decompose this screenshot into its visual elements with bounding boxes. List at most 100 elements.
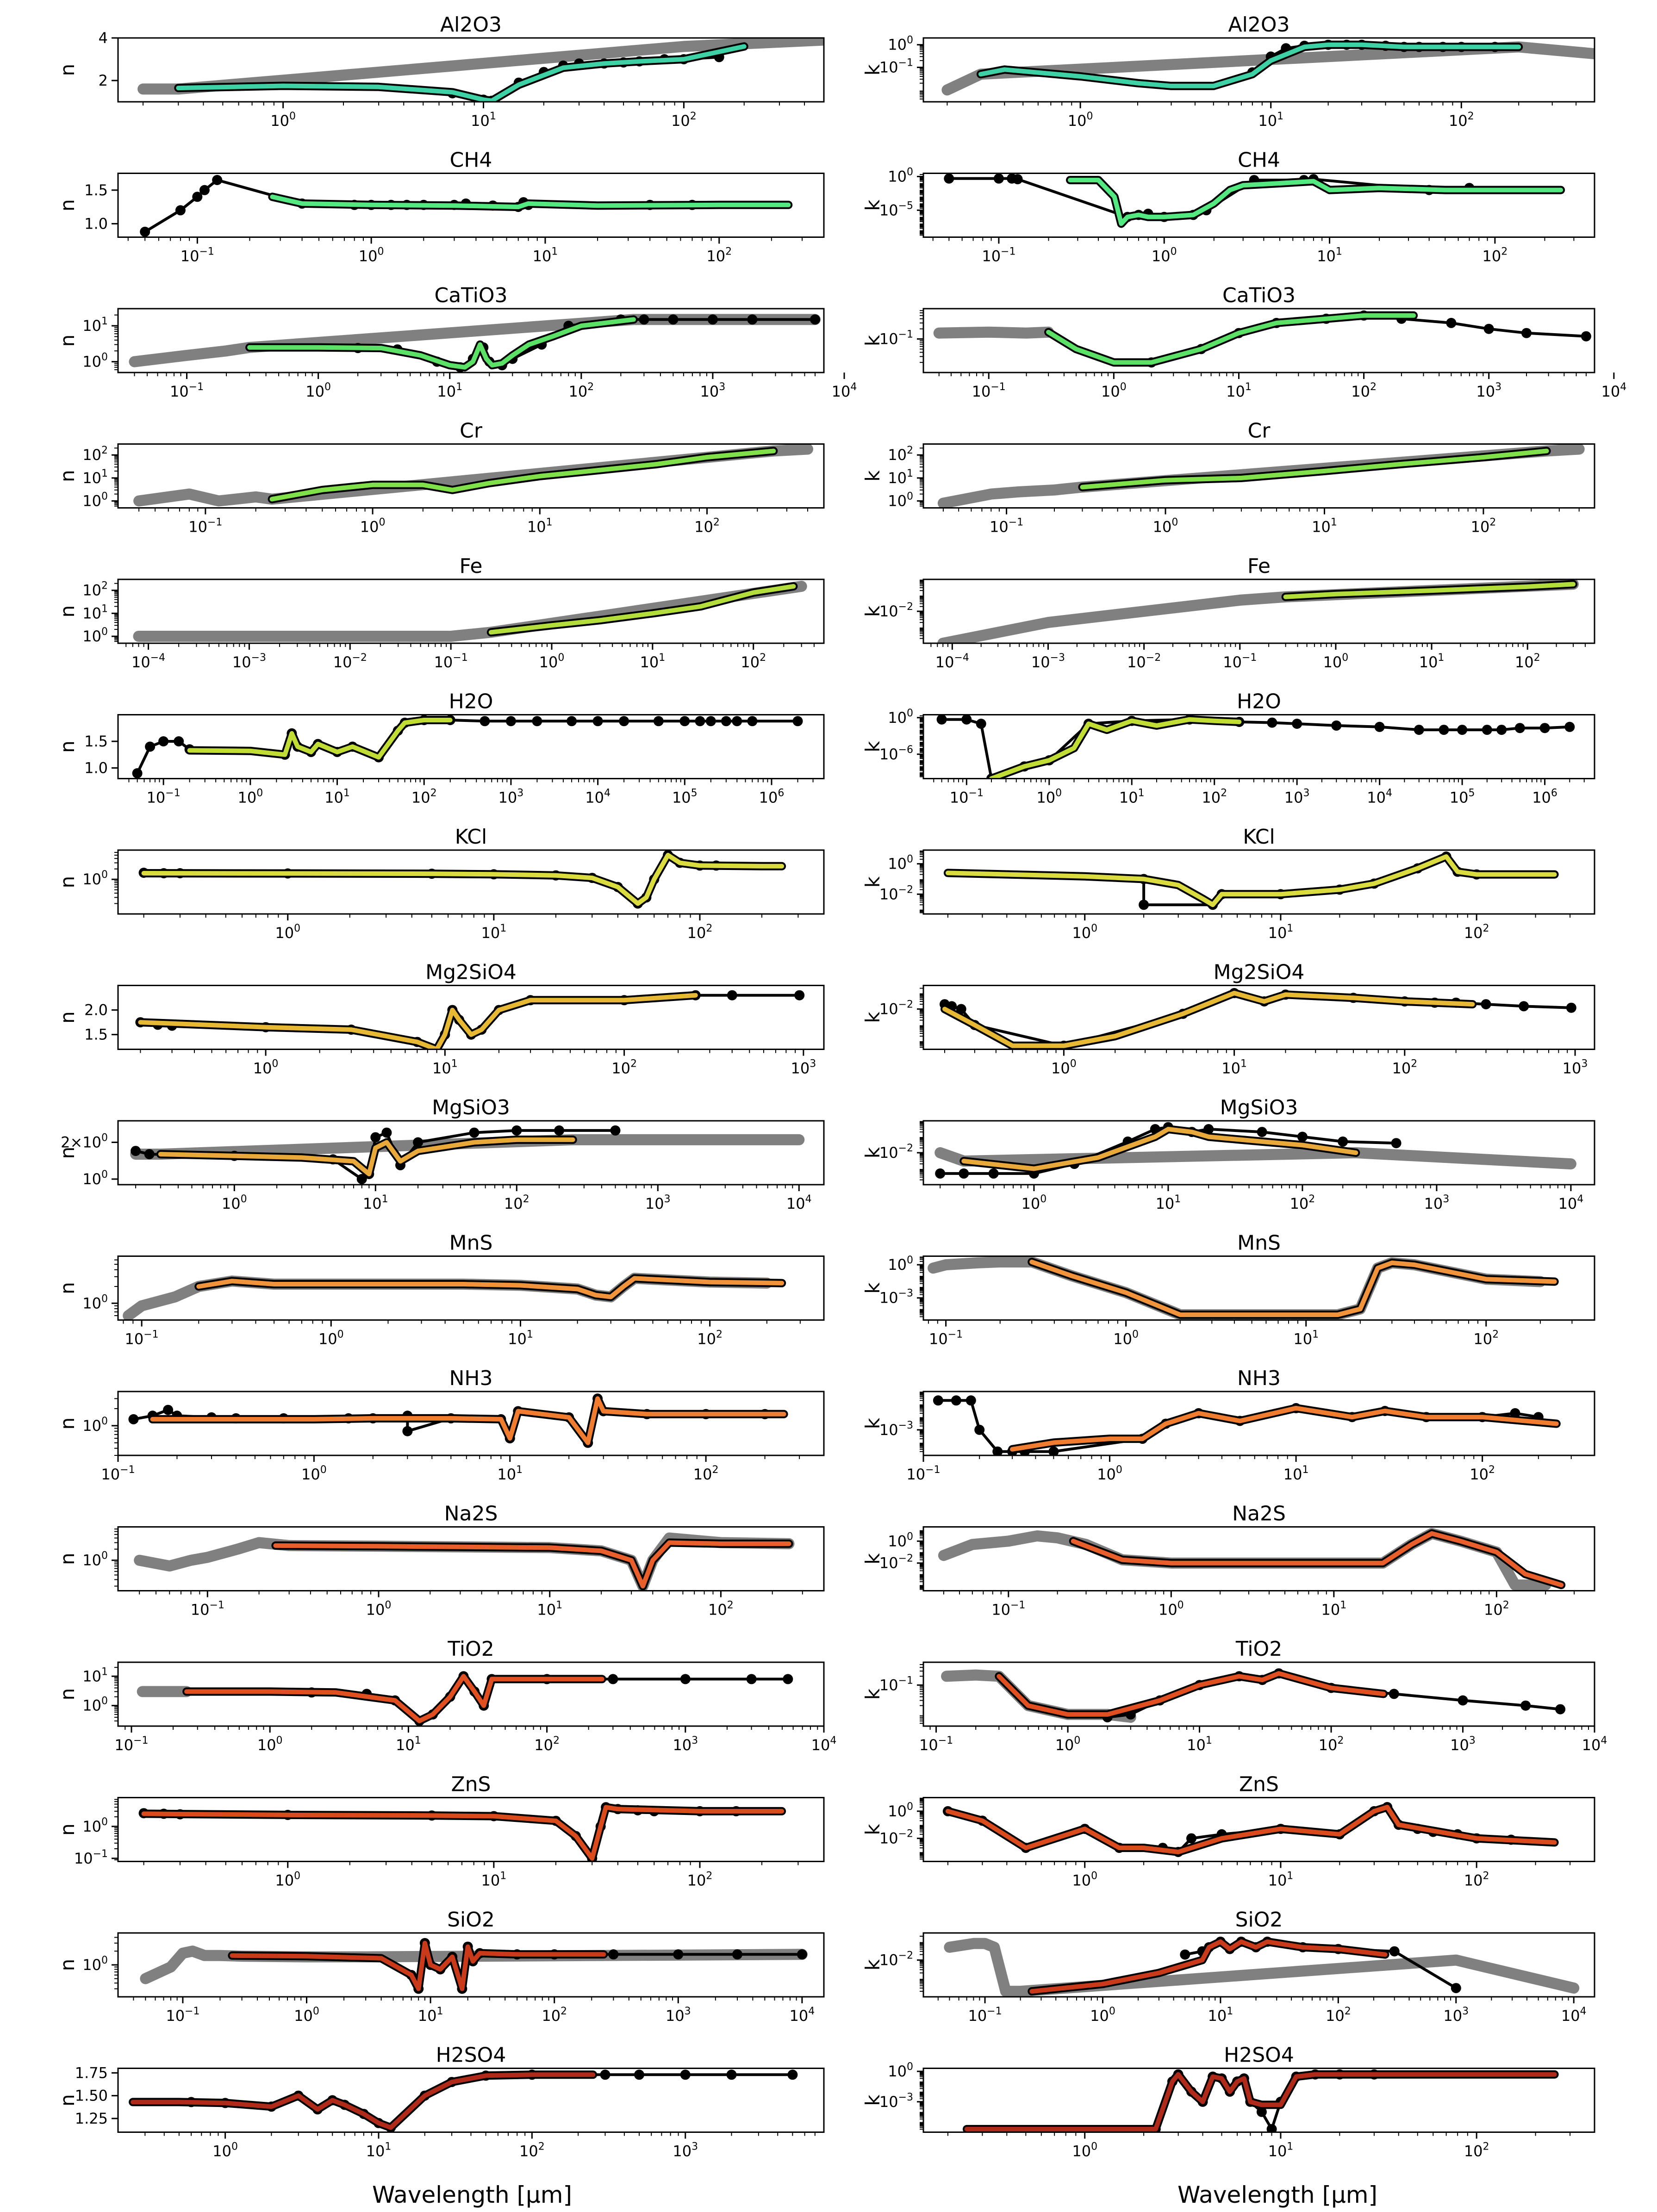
- reference-data-point: [1012, 174, 1023, 185]
- plot-area: [128, 1393, 788, 1448]
- subplot-na2s-k: Na2S k 10−1 100 101 102 10−2 100: [861, 1502, 1595, 1619]
- x-tick-label: 10−3: [232, 652, 266, 671]
- reference-data-point: [959, 1168, 969, 1179]
- x-tick-label: 103: [791, 1058, 816, 1077]
- y-tick-label: 1.5: [84, 181, 108, 199]
- y-axis-label: n: [56, 1823, 79, 1836]
- x-tick-label: 103: [700, 381, 726, 400]
- x-tick-label: 100: [1090, 2006, 1115, 2025]
- subplot-mns-k: MnS k 10−1 100 101 102 10−3 100: [861, 1231, 1595, 1348]
- plot-area: [938, 1528, 1566, 1591]
- reference-data-point: [1514, 723, 1525, 733]
- y-axis-label: k: [861, 1282, 884, 1294]
- x-tick-label: 102: [411, 788, 437, 807]
- x-tick-label: 10−1: [170, 381, 204, 400]
- y-axis-label: n: [56, 335, 79, 347]
- reference-data-point: [1267, 717, 1277, 728]
- reference-data-point: [747, 314, 758, 325]
- subplot-catio3-n: CaTiO3 n 10−1 100 101 102 103 104 100 101: [56, 284, 857, 400]
- plot-area: [137, 1671, 793, 1726]
- model-series-line: [138, 993, 698, 1050]
- reference-data-point: [726, 2069, 737, 2080]
- reference-data-point: [936, 715, 947, 725]
- model-series-outline: [1008, 1404, 1561, 1454]
- y-tick-label: 100: [82, 1696, 108, 1715]
- x-tick-label: 101: [366, 2141, 392, 2160]
- plot-area: [129, 2069, 798, 2132]
- x-tick-label: 10−1: [919, 1735, 953, 1754]
- subplot-title: Cr: [460, 419, 483, 443]
- subplot-title: Al2O3: [1228, 13, 1290, 37]
- y-tick-label: 100: [888, 1531, 913, 1550]
- x-tick-label: 10−2: [333, 652, 367, 671]
- x-tick-label: 10−1: [950, 788, 984, 807]
- reference-data-point: [128, 1414, 139, 1424]
- subplot-fe-k: Fe k 10−4 10−3 10−2 10−1 100 101 102 10−2: [861, 554, 1595, 671]
- x-tick-label: 10−1: [188, 517, 222, 536]
- x-tick-label: 103: [1563, 1058, 1588, 1077]
- model-series-line: [961, 1127, 1358, 1171]
- x-tick-label: 10−3: [1031, 652, 1065, 671]
- x-tick-label: 100: [360, 517, 386, 536]
- x-tick-label: 101: [418, 2006, 443, 2025]
- subplot-title: CH4: [1238, 149, 1280, 172]
- x-tick-label: 102: [1471, 517, 1496, 536]
- x-tick-label: 101: [437, 381, 462, 400]
- plot-area: [138, 850, 786, 909]
- x-tick-label: 10−1: [929, 1329, 963, 1348]
- subplot-mns-n: MnS n 10−1 100 101 102 100: [56, 1231, 825, 1348]
- reference-data-point: [469, 1127, 480, 1138]
- subplot-title: Fe: [1247, 554, 1271, 578]
- plot-area: [140, 1938, 808, 1994]
- x-tick-label: 100: [359, 246, 384, 265]
- reference-data-point: [145, 741, 156, 752]
- model-series-line: [131, 2072, 596, 2130]
- plot-area: [937, 444, 1585, 508]
- x-tick-label: 100: [1022, 1193, 1047, 1212]
- x-tick-label: 10−4: [131, 652, 165, 671]
- x-tick-label: 105: [1450, 788, 1475, 807]
- x-tick-label: 104: [811, 1735, 837, 1754]
- plot-area: [937, 579, 1579, 643]
- y-tick-label: 10−1: [879, 329, 913, 348]
- x-tick-label: 101: [481, 923, 507, 942]
- subplot-cr-k: Cr k 10−1 100 101 102 100 101 102: [861, 419, 1595, 536]
- x-tick-label: 102: [1202, 788, 1227, 807]
- model-series-line: [1029, 1260, 1557, 1317]
- reference-data-point: [1338, 1136, 1348, 1147]
- subplot-ch4-n: CH4 n 10−1 100 101 102 1.0 1.5: [56, 149, 825, 265]
- reference-data-point: [746, 1674, 757, 1684]
- model-series-line: [1071, 1531, 1564, 1588]
- y-tick-label: 100: [82, 1169, 108, 1188]
- subplot-ch4-k: CH4 k 10−1 100 101 102 10−5 100: [861, 149, 1595, 265]
- reference-data-point: [1180, 1949, 1190, 1960]
- y-tick-label: 100: [888, 166, 913, 185]
- y-tick-label: 100: [82, 869, 108, 888]
- reference-data-point: [1446, 317, 1457, 328]
- x-tick-label: 103: [1424, 1193, 1450, 1212]
- reference-data-point: [727, 990, 737, 1000]
- y-axis-label: k: [861, 199, 884, 211]
- x-tick-label: 102: [706, 246, 732, 265]
- y-tick-label: 10−2: [879, 1553, 913, 1572]
- reference-data-point: [1458, 1695, 1468, 1706]
- axes-frame: [117, 1391, 825, 1456]
- axes-frame: [117, 1526, 825, 1591]
- subplot-title: H2O: [1237, 690, 1281, 714]
- reference-data-point: [144, 1149, 155, 1160]
- model-series-line: [964, 2072, 1557, 2131]
- y-axis-label: n: [56, 1011, 79, 1024]
- x-tick-label: 102: [1326, 2006, 1351, 2025]
- x-tick-label: 10−1: [147, 788, 181, 807]
- x-tick-label: 102: [1464, 1870, 1489, 1889]
- reference-data-point: [668, 314, 679, 325]
- x-tick-label: 10−1: [191, 1600, 224, 1619]
- reference-data-point: [961, 715, 972, 725]
- x-tick-label: 10−1: [434, 652, 468, 671]
- subplot-title: SiO2: [447, 1908, 495, 1932]
- y-tick-label: 2: [99, 72, 108, 89]
- plot-area: [944, 173, 1565, 228]
- y-tick-label: 101: [82, 316, 108, 335]
- y-tick-label: 100: [888, 2061, 913, 2080]
